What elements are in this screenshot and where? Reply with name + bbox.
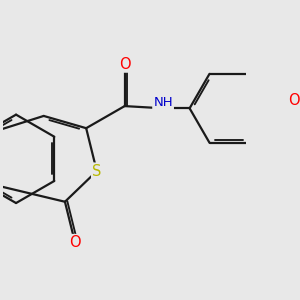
Text: O: O (119, 57, 130, 72)
Text: NH: NH (153, 97, 173, 110)
Text: O: O (69, 235, 81, 250)
Text: O: O (288, 93, 299, 108)
Text: S: S (92, 164, 101, 178)
